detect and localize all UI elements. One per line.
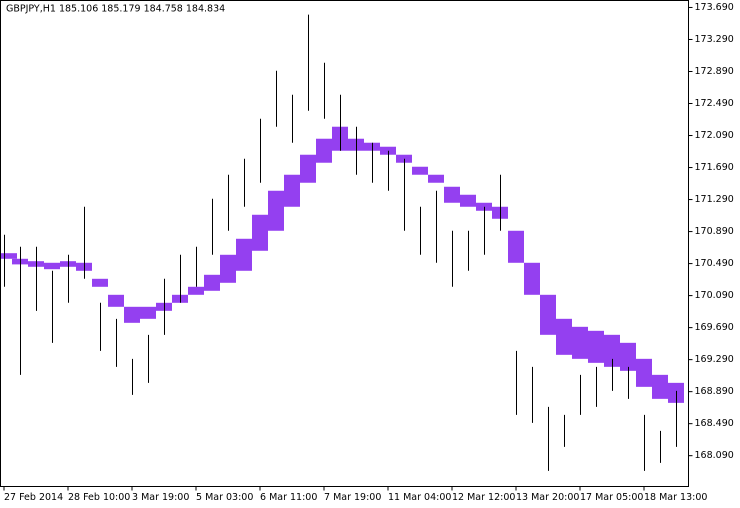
band-segment — [588, 330, 604, 363]
y-tick-label: 173.690 — [695, 2, 734, 13]
band-segment — [508, 230, 524, 263]
y-tick-label: 170.890 — [695, 226, 734, 237]
band-segment — [636, 358, 652, 387]
y-tick-label: 168.090 — [695, 450, 734, 461]
band-segment — [204, 274, 220, 291]
band-segment — [284, 174, 300, 207]
band-segment — [188, 286, 204, 295]
y-tick-label: 170.090 — [695, 290, 734, 301]
x-tick-label: 11 Mar 04:00 — [388, 492, 451, 503]
band-segment — [220, 254, 236, 283]
band-segment — [604, 334, 620, 367]
band-segment — [572, 326, 588, 359]
y-tick-label: 171.690 — [695, 162, 734, 173]
y-tick-label: 169.290 — [695, 354, 734, 365]
x-tick-label: 18 Mar 13:00 — [644, 492, 707, 503]
band-segment — [556, 318, 572, 355]
band-segment — [620, 342, 636, 371]
band-segment — [524, 262, 540, 295]
plot-frame — [0, 0, 689, 487]
band-segment — [428, 174, 444, 183]
band-segment — [540, 294, 556, 335]
y-tick-label: 171.290 — [695, 194, 734, 205]
y-tick-label: 170.490 — [695, 258, 734, 269]
band-segment — [460, 194, 476, 207]
x-tick-label: 17 Mar 05:00 — [580, 492, 643, 503]
band-segment — [44, 262, 60, 270]
chart-title: GBPJPY,H1 185.106 185.179 184.758 184.83… — [6, 4, 225, 15]
y-tick-label: 172.090 — [695, 130, 734, 141]
band-segment — [236, 238, 252, 271]
band-segment — [652, 374, 668, 399]
y-tick-label: 168.490 — [695, 418, 734, 429]
band-segment — [444, 186, 460, 203]
x-tick-label: 6 Mar 11:00 — [260, 492, 317, 503]
band-segment — [316, 138, 332, 163]
band-segment — [268, 190, 284, 231]
y-tick-label: 168.890 — [695, 386, 734, 397]
x-tick-label: 3 Mar 19:00 — [132, 492, 189, 503]
band-segment — [412, 166, 428, 175]
y-tick-label: 172.890 — [695, 66, 734, 77]
band-segment — [108, 294, 124, 307]
y-tick-label: 173.290 — [695, 34, 734, 45]
x-tick-label: 5 Mar 03:00 — [196, 492, 253, 503]
x-tick-label: 27 Feb 2014 — [4, 492, 63, 503]
y-tick-label: 172.490 — [695, 98, 734, 109]
band-segment — [252, 214, 268, 251]
y-tick-label: 169.690 — [695, 322, 734, 333]
band-segment — [124, 306, 140, 323]
x-tick-label: 7 Mar 19:00 — [324, 492, 381, 503]
band-segment — [396, 154, 412, 163]
band-segment — [92, 278, 108, 287]
x-tick-label: 28 Feb 10:00 — [68, 492, 130, 503]
band-segment — [300, 154, 316, 183]
band-segment — [140, 306, 156, 319]
band-segment — [1, 253, 17, 259]
x-tick-label: 13 Mar 20:00 — [516, 492, 579, 503]
x-tick-label: 12 Mar 12:00 — [452, 492, 515, 503]
